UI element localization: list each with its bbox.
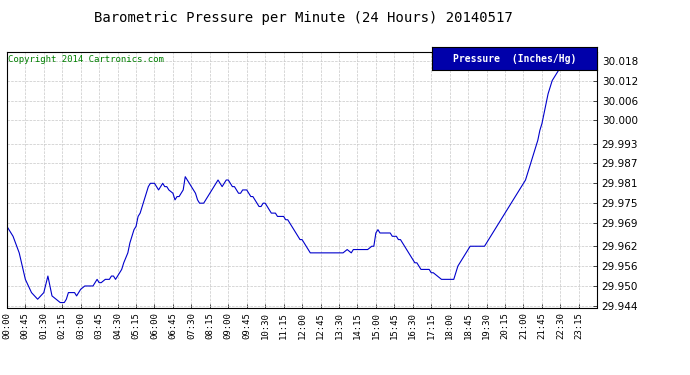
Text: Barometric Pressure per Minute (24 Hours) 20140517: Barometric Pressure per Minute (24 Hours…	[95, 11, 513, 25]
Text: Copyright 2014 Cartronics.com: Copyright 2014 Cartronics.com	[8, 55, 164, 64]
